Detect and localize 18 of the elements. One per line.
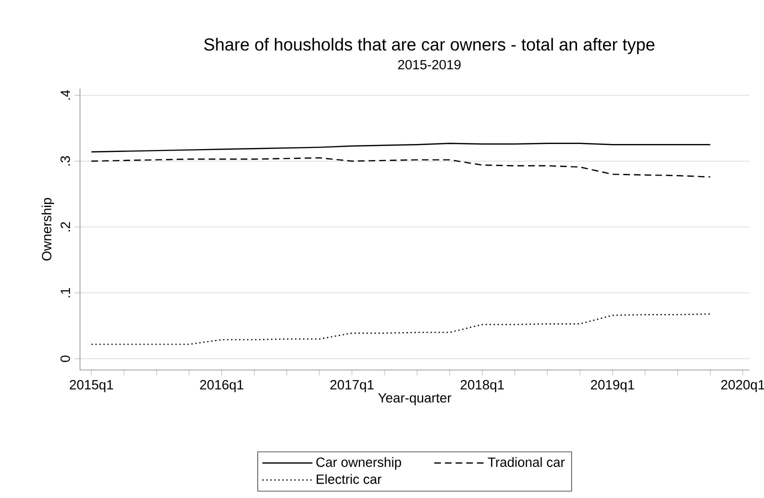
x-tick-label: 2018q1: [460, 380, 504, 392]
x-tick-label: 2017q1: [330, 380, 374, 392]
y-tick-label: 0: [60, 356, 70, 362]
legend-label: Electric car: [316, 474, 382, 484]
x-tick-label: 2015q1: [70, 380, 113, 392]
x-axis-title: Year-quarter: [378, 393, 452, 406]
x-tick-label: 2019q1: [590, 380, 634, 392]
y-tick-label: .2: [60, 222, 70, 232]
x-tick-label: 2020q1: [721, 380, 764, 392]
chart-subtitle: 2015-2019: [398, 60, 461, 70]
y-axis-title: Ownership: [42, 198, 54, 261]
y-tick-label: .3: [60, 156, 70, 166]
x-tick-label: 2016q1: [200, 380, 244, 392]
legend-label: Car ownership: [316, 457, 402, 470]
legend-label: Tradional car: [488, 457, 565, 467]
y-tick-label: .1: [60, 288, 70, 298]
chart-title: Share of housholds that are car owners - total an after type: [204, 38, 654, 54]
y-tick-label: .4: [60, 90, 70, 100]
